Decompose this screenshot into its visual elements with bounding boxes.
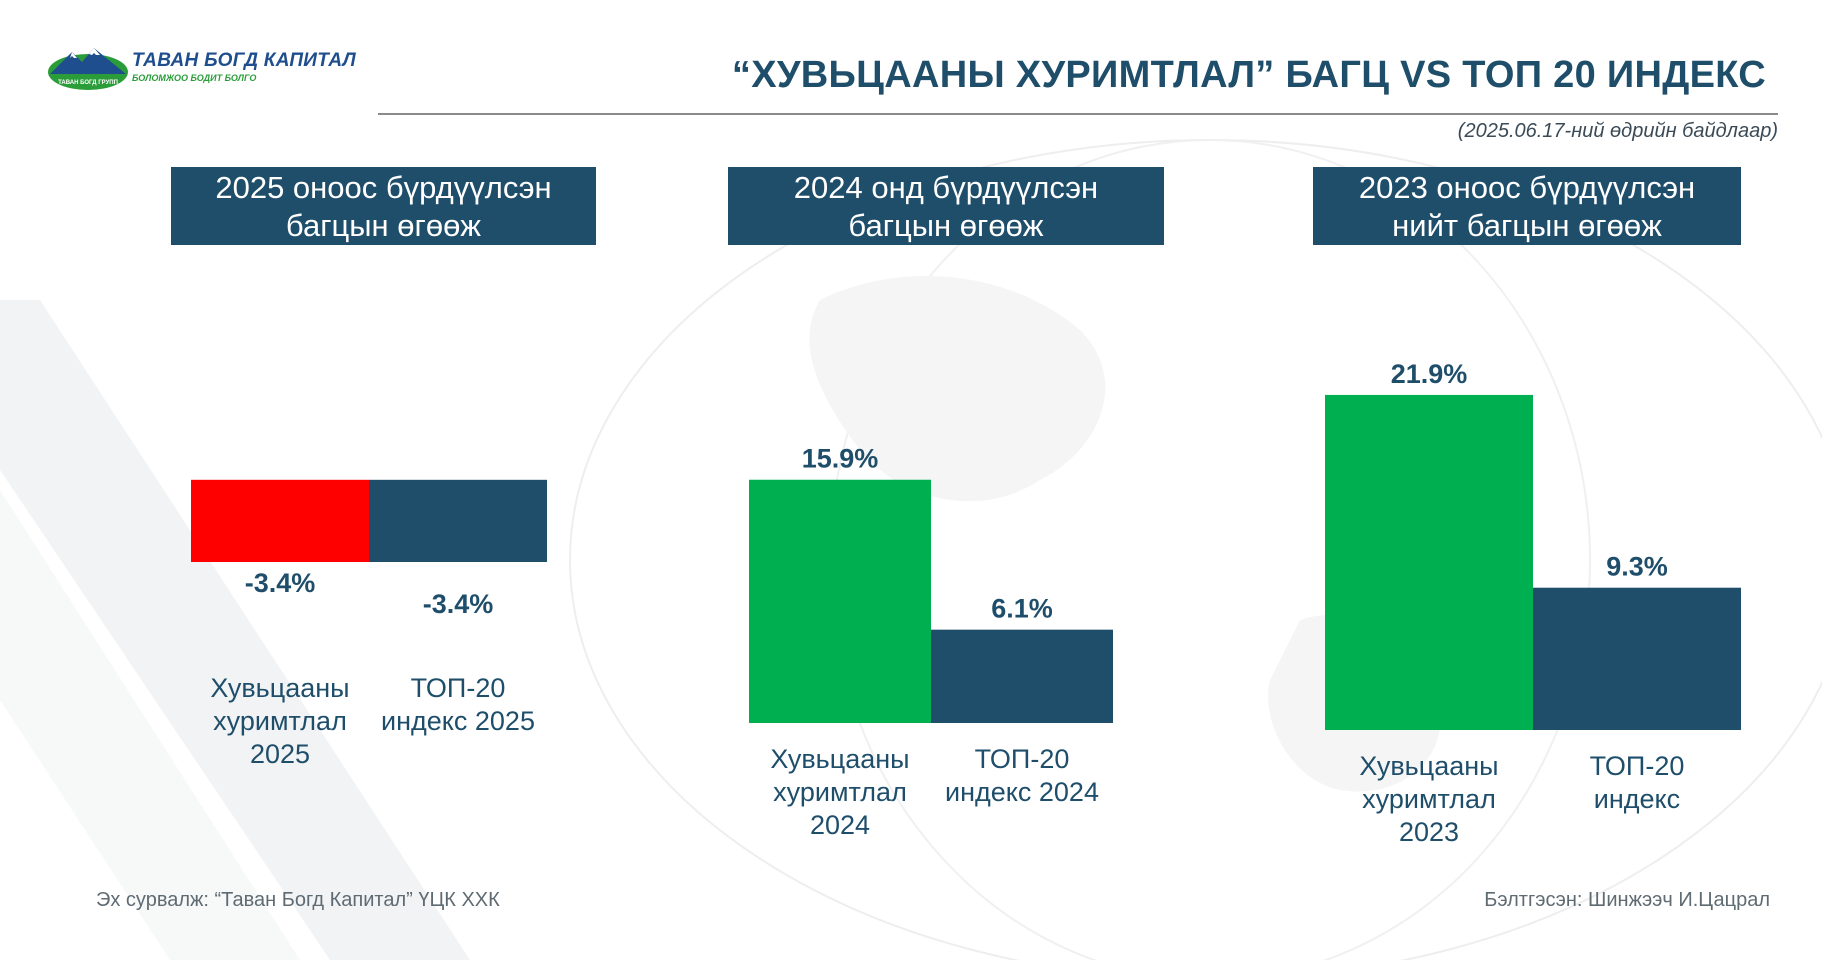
panel-title-line: 2023 оноос бүрдүүлсэн [1358, 170, 1696, 205]
category-label: ТОП-20 [411, 673, 506, 703]
author-note: Бэлтгэсэн: Шинжээч И.Цацрал [1484, 889, 1770, 911]
company-logo: ТАВАН БОГД ГРУПП ТАВАН БОГД КАПИТАЛ БОЛО… [46, 46, 356, 94]
logo-slogan: БОЛОМЖОО БОДИТ БОЛГО [132, 73, 257, 83]
data-label: 6.1% [991, 594, 1053, 624]
category-label: хуримтлал [773, 777, 907, 807]
data-label: 9.3% [1606, 552, 1668, 582]
category-label: хуримтлал [213, 706, 347, 736]
category-label: Хувьцааны [1359, 751, 1498, 781]
as-of-date: (2025.06.17-ний өдрийн байдлаар) [1457, 120, 1778, 142]
bar [369, 479, 547, 562]
panel-title-line: 2025 оноос бүрдүүлсэн [215, 170, 552, 205]
data-label: -3.4% [423, 589, 494, 619]
logo-company-name: ТАВАН БОГД КАПИТАЛ [132, 50, 357, 71]
source-note: Эх сурвалж: “Таван Богд Капитал” ҮЦК ХХК [96, 889, 500, 911]
category-label: Хувьцааны [770, 744, 909, 774]
bar [1533, 587, 1741, 730]
bar [931, 629, 1113, 723]
title-divider [378, 113, 1778, 115]
data-label: 21.9% [1391, 359, 1468, 389]
data-label: 15.9% [802, 444, 879, 474]
data-label: -3.4% [245, 568, 316, 598]
category-label: 2025 [250, 739, 310, 769]
logo-badge: ТАВАН БОГД ГРУПП [58, 80, 118, 86]
category-label: ТОП-20 [975, 744, 1070, 774]
panel-title-2023: 2023 оноос бүрдүүлсэн нийт багцын өгөөж [1313, 167, 1741, 245]
category-label: индекс 2025 [381, 706, 535, 736]
background-continent [809, 276, 1106, 502]
panel-title-line: багцын өгөөж [848, 208, 1044, 243]
panel-title-line: багцын өгөөж [285, 208, 482, 243]
background-swoosh [0, 300, 470, 960]
bar [749, 479, 931, 723]
page-title: “ХУВЬЦААНЫ ХУРИМТЛАЛ” БАГЦ VS ТОП 20 ИНД… [731, 54, 1766, 96]
mountain-logo-icon: ТАВАН БОГД ГРУПП [48, 48, 128, 90]
bar [1325, 394, 1533, 730]
panel-title-line: 2024 онд бүрдүүлсэн [793, 170, 1099, 205]
panel-title-line: нийт багцын өгөөж [1392, 208, 1662, 243]
bar [191, 479, 369, 562]
category-label: 2024 [810, 810, 870, 840]
category-label: индекс [1594, 784, 1680, 814]
panel-title-2024: 2024 онд бүрдүүлсэн багцын өгөөж [728, 167, 1164, 245]
background-swoosh-inner [0, 490, 300, 960]
category-label: хуримтлал [1362, 784, 1496, 814]
panel-title-2025: 2025 оноос бүрдүүлсэн багцын өгөөж [171, 167, 596, 245]
category-label: 2023 [1399, 817, 1459, 847]
category-label: индекс 2024 [945, 777, 1099, 807]
category-label: ТОП-20 [1590, 751, 1685, 781]
category-label: Хувьцааны [210, 673, 349, 703]
